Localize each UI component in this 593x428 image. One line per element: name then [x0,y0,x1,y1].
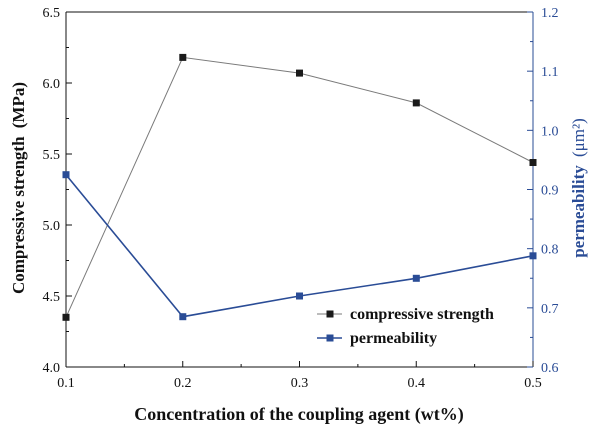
x-tick-label: 0.5 [524,376,542,391]
x-tick-label: 0.4 [408,376,426,391]
data-point-permeability [179,313,187,321]
x-tick-label: 0.2 [174,376,192,391]
data-point-permeability [62,171,70,179]
y-tick-label-left: 4.0 [43,361,61,376]
x-axis-label: Concentration of the coupling agent (wt%… [134,404,463,425]
y-axis-label-right-unit: (μm²) [569,118,588,157]
data-point-compressive-strength [296,69,303,77]
data-point-compressive-strength [179,53,187,61]
y-tick-label-right: 1.1 [541,65,559,80]
y-tick-label-right: 0.7 [541,302,559,317]
y-tick-label-right: 1.0 [541,124,559,139]
y-tick-label-left: 6.5 [43,6,61,21]
data-point-permeability [529,252,537,260]
legend-marker-permeability [326,334,334,342]
y-axis-label-left-main: Compressive strength [9,136,28,294]
y-tick-label-right: 0.6 [541,361,559,376]
y-tick-label-right: 0.8 [541,243,559,258]
legend-label-permeability: permeability [350,330,437,347]
legend-marker-compressive-strength [326,310,334,318]
x-tick-label: 0.1 [57,376,75,391]
legend: compressive strength permeability [317,306,494,347]
data-point-permeability [412,274,420,282]
x-tick-label: 0.3 [291,376,309,391]
legend-label-compressive-strength: compressive strength [350,306,494,323]
y-axis-label-right: permeability (μm²) [569,118,588,258]
y-tick-label-right: 0.9 [541,184,559,199]
y-axis-label-left-unit: (MPa) [9,82,28,128]
y-axis-label-right-main: permeability [569,165,588,258]
y-tick-label-right: 1.2 [541,6,559,21]
y-axis-label-left: Compressive strength (MPa) [9,82,28,294]
y-tick-label-left: 4.5 [43,290,61,305]
data-point-compressive-strength [529,159,537,166]
series-layer [62,53,537,321]
y-tick-label-left: 5.0 [43,219,61,234]
series-line-compressive-strength [65,56,534,318]
data-point-permeability [296,292,303,300]
data-point-compressive-strength [412,99,420,107]
y-tick-label-left: 6.0 [43,77,61,92]
axes: 0.1 0.2 0.3 0.4 0.5 4.0 4.5 5.0 5.5 6.0 6.5 0.6 0.7 0… [43,6,559,391]
data-point-compressive-strength [62,313,70,321]
y-tick-label-left: 5.5 [43,148,61,163]
